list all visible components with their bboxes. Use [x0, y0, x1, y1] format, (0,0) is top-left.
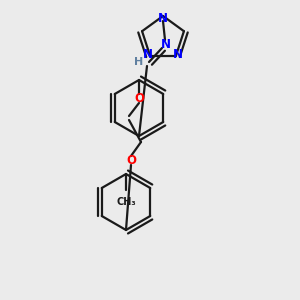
Text: N: N	[158, 13, 168, 26]
Text: N: N	[143, 48, 153, 61]
Text: CH₃: CH₃	[116, 197, 136, 207]
Text: H: H	[134, 57, 144, 67]
Text: O: O	[134, 92, 144, 104]
Text: O: O	[126, 154, 136, 166]
Text: N: N	[161, 38, 171, 50]
Text: N: N	[173, 48, 183, 61]
